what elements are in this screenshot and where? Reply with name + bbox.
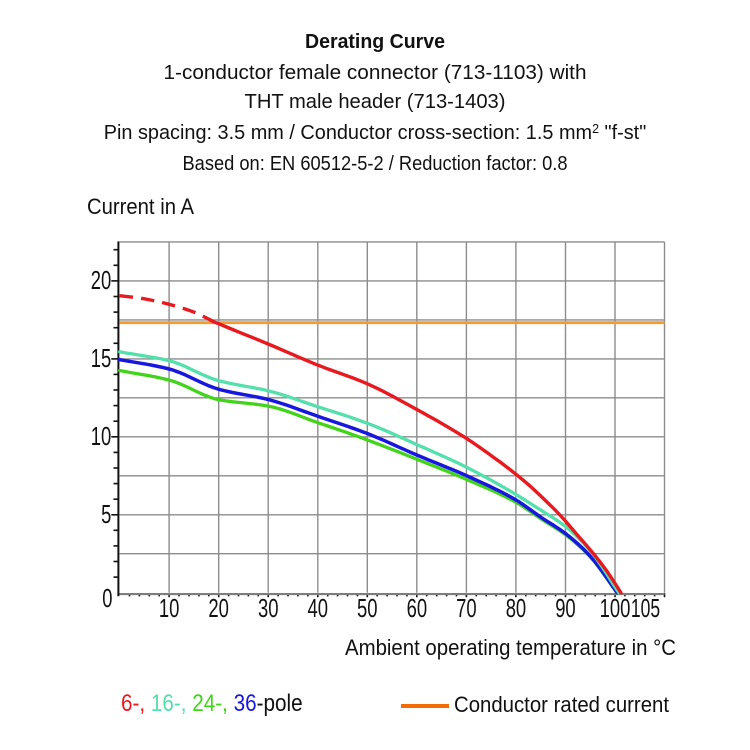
svg-text:5: 5 [101, 501, 111, 529]
svg-text:10: 10 [159, 595, 180, 623]
svg-text:105: 105 [631, 595, 660, 623]
svg-text:30: 30 [258, 595, 279, 623]
svg-text:40: 40 [308, 595, 329, 623]
svg-text:50: 50 [357, 595, 378, 623]
svg-text:100: 100 [600, 595, 631, 623]
svg-text:20: 20 [208, 595, 229, 623]
svg-text:90: 90 [555, 595, 576, 623]
svg-text:10: 10 [91, 423, 112, 451]
svg-text:60: 60 [407, 595, 428, 623]
svg-text:0: 0 [102, 585, 112, 613]
svg-text:80: 80 [506, 595, 527, 623]
svg-text:20: 20 [91, 267, 112, 295]
svg-text:15: 15 [91, 345, 112, 373]
svg-text:70: 70 [456, 595, 477, 623]
